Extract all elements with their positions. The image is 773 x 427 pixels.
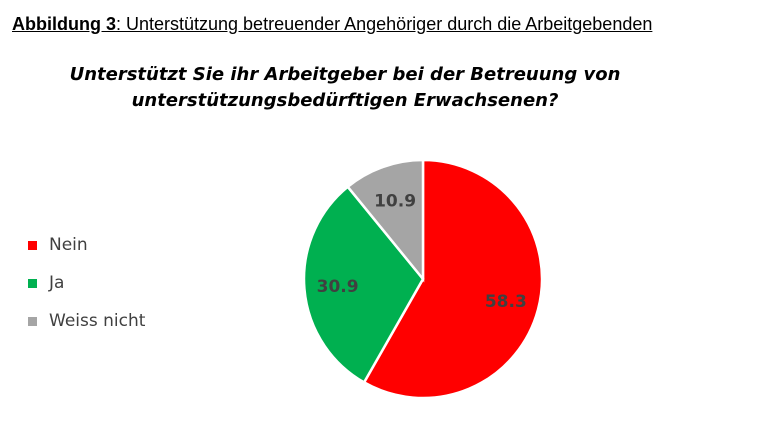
pie-slice-nein	[362, 158, 544, 400]
legend-label-weiss-nicht: Weiss nicht	[49, 311, 146, 331]
pie-slice-ja	[302, 185, 425, 385]
chart-legend: Nein Ja Weiss nicht	[28, 226, 145, 340]
pie-label-ja: 30.9	[317, 277, 359, 297]
legend-label-nein: Nein	[49, 235, 88, 255]
legend-swatch-ja	[28, 278, 37, 288]
figure-caption-prefix: Abbildung 3	[12, 14, 116, 34]
legend-label-ja: Ja	[49, 273, 65, 293]
pie-label-nein: 58.3	[485, 292, 527, 312]
legend-item-ja: Ja	[28, 264, 145, 302]
legend-item-nein: Nein	[28, 226, 145, 264]
figure-caption-text: : Unterstützung betreuender Angehöriger …	[115, 14, 653, 34]
legend-swatch-weiss-nicht	[28, 316, 37, 326]
pie-slice-weiss-nicht	[346, 158, 425, 283]
legend-swatch-nein	[28, 240, 37, 250]
chart-title-line-1: Unterstützt Sie ihr Arbeitgeber bei der …	[69, 64, 621, 85]
pie-label-weiss-nicht: 10.9	[374, 192, 416, 212]
chart-title-line-2: unterstützungsbedürftigen Erwachsenen?	[131, 90, 559, 111]
legend-item-weiss-nicht: Weiss nicht	[28, 302, 145, 340]
figure-caption: Abbildung 3: Unterstützung betreuender A…	[12, 14, 652, 35]
chart-title: Unterstützt Sie ihr Arbeitgeber bei der …	[0, 62, 690, 114]
